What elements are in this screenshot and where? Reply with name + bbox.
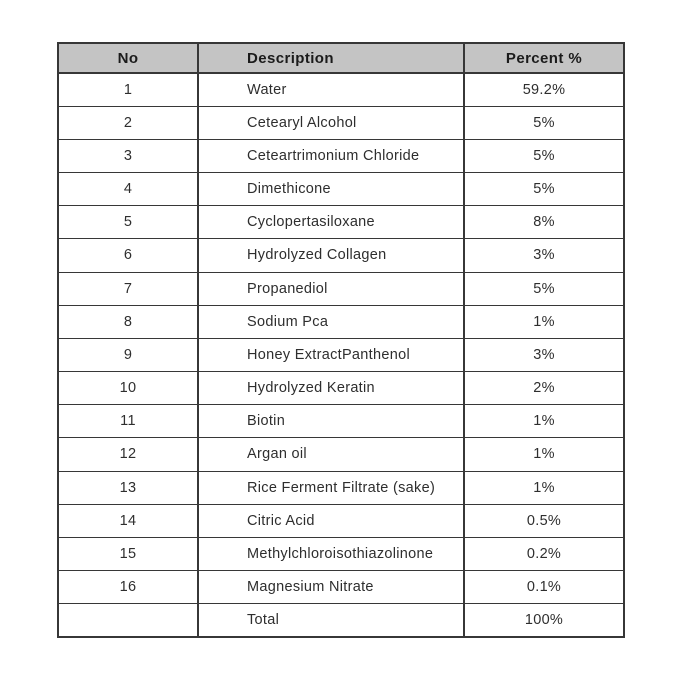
cell-no: 2 (57, 105, 199, 140)
cell-percent: 5% (463, 138, 625, 174)
cell-description: Argan oil (197, 437, 465, 472)
cell-description: Methylchloroisothiazolinone (197, 536, 465, 572)
table-row: 14 Citric Acid 0.5% (57, 503, 625, 538)
cell-no: 15 (57, 536, 199, 572)
cell-description: Cetearyl Alcohol (197, 105, 465, 140)
cell-no: 8 (57, 304, 199, 339)
table-row: 10 Hydrolyzed Keratin 2% (57, 371, 625, 406)
cell-percent: 0.2% (463, 536, 625, 572)
table-row: 5 Cyclopertasiloxane 8% (57, 205, 625, 240)
header-cell-no: No (57, 42, 199, 74)
table-row: 6 Hydrolyzed Collagen 3% (57, 238, 625, 273)
table-row: 8 Sodium Pca 1% (57, 304, 625, 339)
cell-percent: 5% (463, 105, 625, 140)
cell-no: 10 (57, 371, 199, 406)
cell-no: 14 (57, 503, 199, 538)
cell-percent: 1% (463, 404, 625, 439)
table-row: 9 Honey ExtractPanthenol 3% (57, 337, 625, 373)
cell-percent: 3% (463, 238, 625, 273)
cell-percent: 5% (463, 271, 625, 306)
cell-no: 4 (57, 172, 199, 207)
cell-description: Honey ExtractPanthenol (197, 337, 465, 373)
cell-percent: 100% (463, 603, 625, 638)
table-row: 7 Propanediol 5% (57, 271, 625, 306)
cell-description: Magnesium Nitrate (197, 570, 465, 605)
cell-percent: 1% (463, 437, 625, 472)
cell-percent: 5% (463, 172, 625, 207)
cell-percent: 1% (463, 304, 625, 339)
cell-description: Total (197, 603, 465, 638)
table-row: 12 Argan oil 1% (57, 437, 625, 472)
cell-no (57, 603, 199, 638)
cell-percent: 59.2% (463, 72, 625, 107)
table-row: 3 Ceteartrimonium Chloride 5% (57, 138, 625, 174)
cell-no: 6 (57, 238, 199, 273)
cell-percent: 2% (463, 371, 625, 406)
cell-description: Propanediol (197, 271, 465, 306)
table-row: 1 Water 59.2% (57, 72, 625, 107)
cell-description: Hydrolyzed Keratin (197, 371, 465, 406)
table-total-row: Total 100% (57, 603, 625, 638)
cell-no: 7 (57, 271, 199, 306)
table-row: 4 Dimethicone 5% (57, 172, 625, 207)
cell-description: Ceteartrimonium Chloride (197, 138, 465, 174)
table-row: 11 Biotin 1% (57, 404, 625, 439)
cell-no: 12 (57, 437, 199, 472)
cell-percent: 1% (463, 470, 625, 505)
table-row: 2 Cetearyl Alcohol 5% (57, 105, 625, 140)
cell-no: 16 (57, 570, 199, 605)
table-header-row: No Description Percent % (57, 42, 625, 74)
cell-description: Biotin (197, 404, 465, 439)
table-row: 15 Methylchloroisothiazolinone 0.2% (57, 536, 625, 572)
cell-description: Water (197, 72, 465, 107)
header-cell-percent: Percent % (463, 42, 625, 74)
cell-percent: 8% (463, 205, 625, 240)
cell-description: Cyclopertasiloxane (197, 205, 465, 240)
header-cell-description: Description (197, 42, 465, 74)
cell-percent: 0.1% (463, 570, 625, 605)
cell-no: 13 (57, 470, 199, 505)
cell-percent: 0.5% (463, 503, 625, 538)
ingredients-table: No Description Percent % 1 Water 59.2% 2… (57, 42, 625, 638)
cell-description: Dimethicone (197, 172, 465, 207)
cell-percent: 3% (463, 337, 625, 373)
cell-description: Citric Acid (197, 503, 465, 538)
cell-description: Hydrolyzed Collagen (197, 238, 465, 273)
cell-no: 3 (57, 138, 199, 174)
cell-no: 1 (57, 72, 199, 107)
cell-no: 9 (57, 337, 199, 373)
cell-description: Sodium Pca (197, 304, 465, 339)
table-row: 16 Magnesium Nitrate 0.1% (57, 570, 625, 605)
cell-no: 5 (57, 205, 199, 240)
cell-description: Rice Ferment Filtrate (sake) (197, 470, 465, 505)
table-row: 13 Rice Ferment Filtrate (sake) 1% (57, 470, 625, 505)
ingredients-table-container: No Description Percent % 1 Water 59.2% 2… (57, 42, 625, 638)
cell-no: 11 (57, 404, 199, 439)
